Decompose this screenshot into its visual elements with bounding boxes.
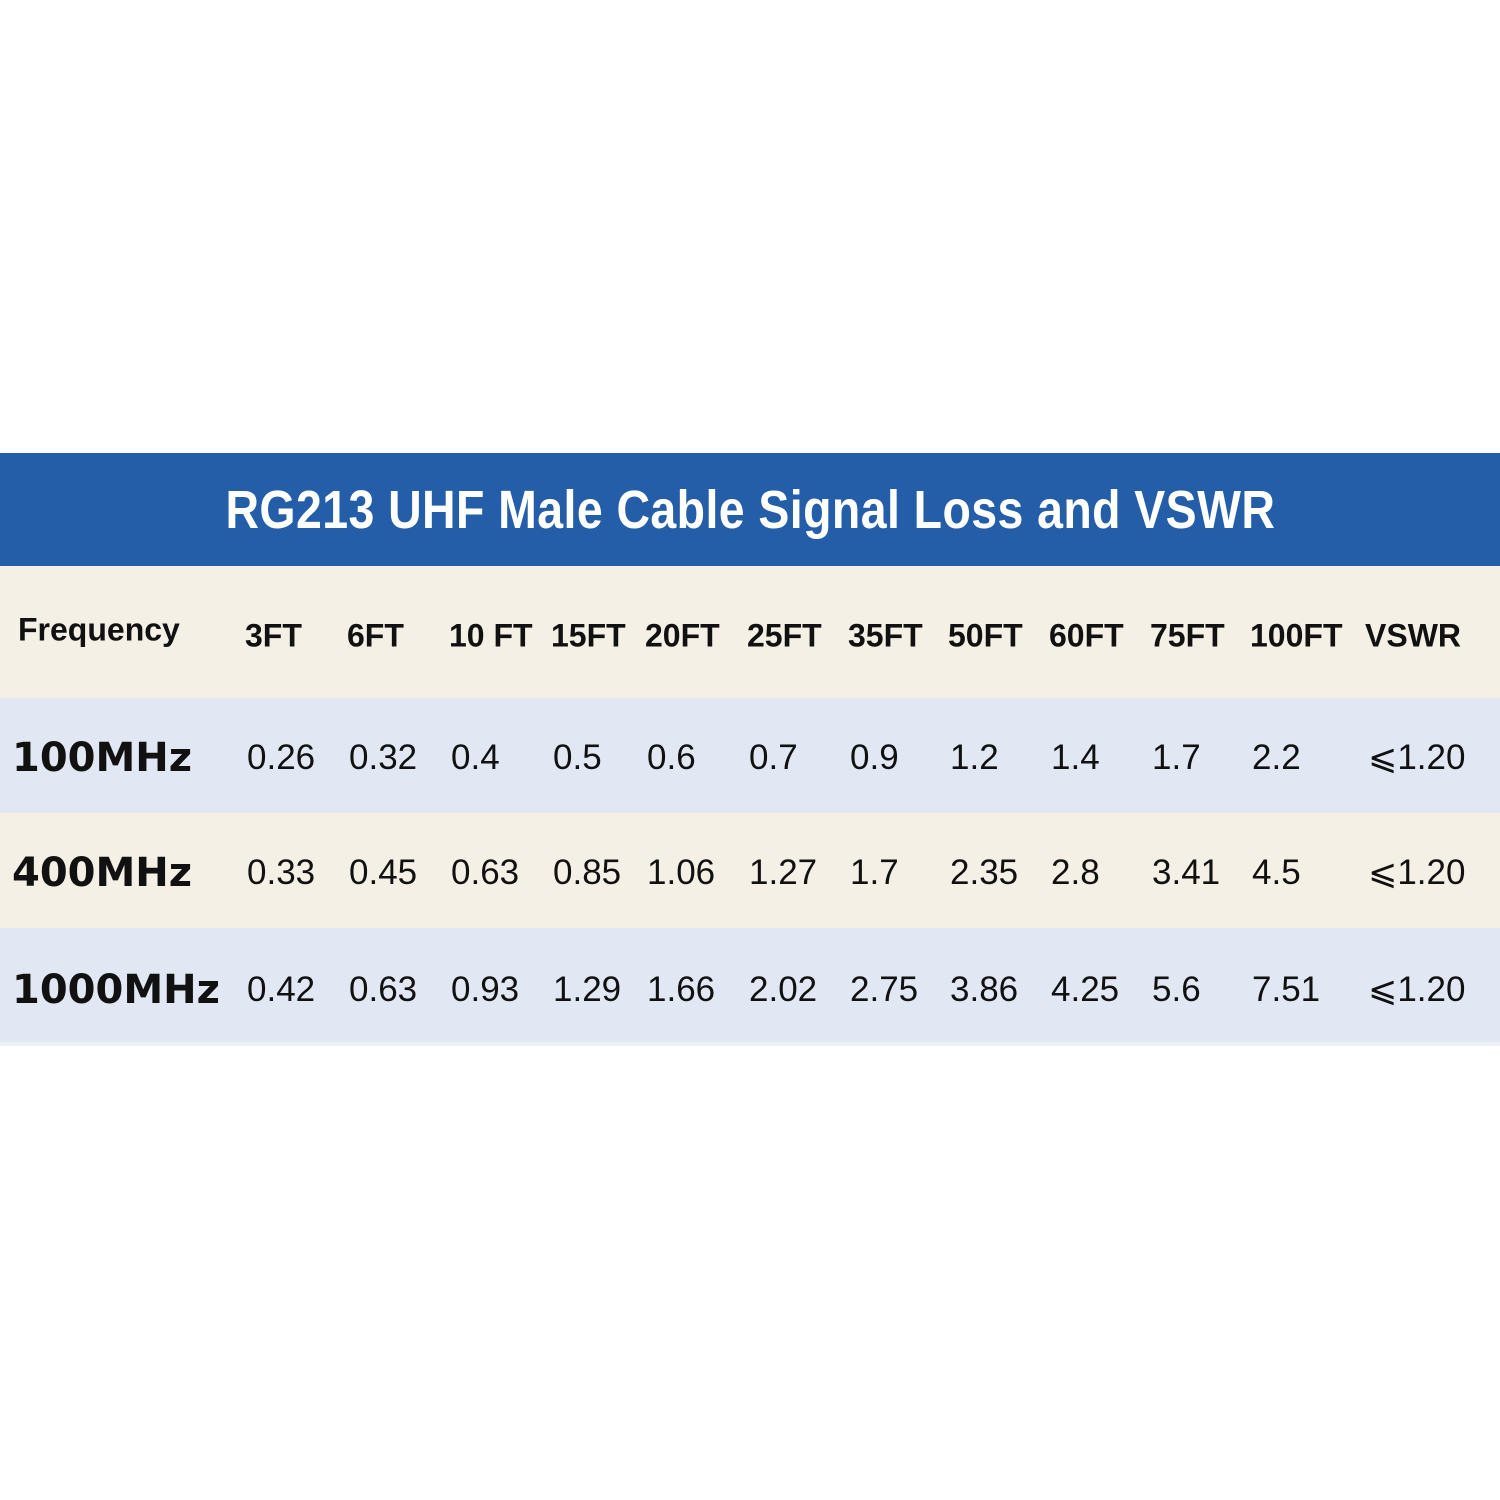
column-header: 25FT — [747, 617, 822, 654]
cell-value: 0.7 — [749, 738, 798, 777]
cell-value: 7.51 — [1252, 970, 1321, 1009]
cell-value: ⩽1.20 — [1368, 853, 1466, 892]
cell-value: 1.29 — [553, 970, 622, 1009]
cell-value: 4.5 — [1252, 853, 1301, 892]
cell-value: ⩽1.20 — [1368, 970, 1466, 1009]
header-row — [0, 566, 1500, 698]
column-header: VSWR — [1365, 617, 1461, 654]
cell-value: 0.26 — [247, 738, 316, 777]
column-header: 20FT — [645, 617, 720, 654]
column-header: 35FT — [848, 617, 923, 654]
cell-value: 0.45 — [349, 853, 418, 892]
cell-value: 1.66 — [647, 970, 716, 1009]
row-label: 1000MHz — [12, 967, 220, 1013]
cell-value: 0.33 — [247, 853, 316, 892]
cell-value: 1.7 — [850, 853, 899, 892]
cell-value: 3.86 — [950, 970, 1019, 1009]
column-header: 15FT — [551, 617, 626, 654]
column-header: Frequency — [18, 611, 180, 648]
cell-value: 0.5 — [553, 738, 602, 777]
cell-value: 0.9 — [850, 738, 899, 777]
row-bg — [0, 698, 1500, 813]
column-header: 3FT — [245, 617, 302, 654]
cell-value: 0.85 — [553, 853, 622, 892]
cell-value: 2.35 — [950, 853, 1019, 892]
cell-value: 0.6 — [647, 738, 696, 777]
column-header: 100FT — [1250, 617, 1343, 654]
cell-value: 1.27 — [749, 853, 818, 892]
cell-value: 2.02 — [749, 970, 818, 1009]
cell-value: 3.41 — [1152, 853, 1221, 892]
column-header: 75FT — [1150, 617, 1225, 654]
table-edge — [0, 1042, 1500, 1046]
cell-value: 0.93 — [451, 970, 520, 1009]
cell-value: 1.2 — [950, 738, 999, 777]
row-label: 400MHz — [12, 850, 193, 896]
cell-value: 0.63 — [349, 970, 418, 1009]
title-bar: RG213 UHF Male Cable Signal Loss and VSW… — [0, 453, 1500, 566]
cell-value: 2.8 — [1051, 853, 1100, 892]
cell-value: 2.75 — [850, 970, 919, 1009]
row-label: 100MHz — [12, 735, 193, 781]
cell-value: 1.7 — [1152, 738, 1201, 777]
cell-value: 4.25 — [1051, 970, 1120, 1009]
cell-value: 0.63 — [451, 853, 520, 892]
column-header: 50FT — [948, 617, 1023, 654]
cell-value: 1.4 — [1051, 738, 1100, 777]
title: RG213 UHF Male Cable Signal Loss and VSW… — [225, 479, 1275, 540]
column-header: 6FT — [347, 617, 404, 654]
cell-value: 1.06 — [647, 853, 716, 892]
cell-value: ⩽1.20 — [1368, 738, 1466, 777]
cell-value: 0.42 — [247, 970, 316, 1009]
column-header: 60FT — [1049, 617, 1124, 654]
column-header: 10 FT — [449, 617, 533, 654]
cell-value: 0.4 — [451, 738, 500, 777]
row-bg — [0, 813, 1500, 928]
cell-value: 2.2 — [1252, 738, 1301, 777]
row-bg — [0, 928, 1500, 1042]
cell-value: 5.6 — [1152, 970, 1201, 1009]
cell-value: 0.32 — [349, 738, 418, 777]
